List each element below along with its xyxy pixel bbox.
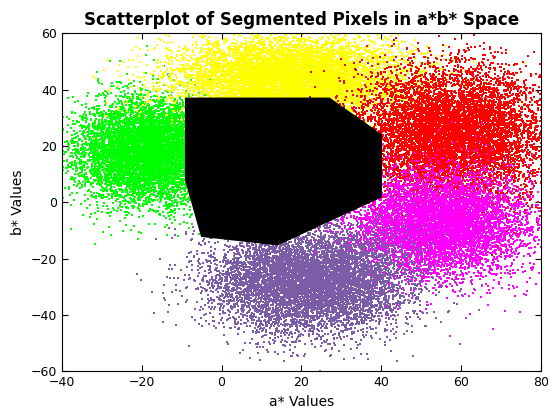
Title: Scatterplot of Segmented Pixels in a*b* Space: Scatterplot of Segmented Pixels in a*b* … bbox=[84, 11, 519, 29]
Y-axis label: b* Values: b* Values bbox=[11, 170, 25, 235]
Polygon shape bbox=[186, 98, 381, 245]
X-axis label: a* Values: a* Values bbox=[269, 395, 334, 409]
